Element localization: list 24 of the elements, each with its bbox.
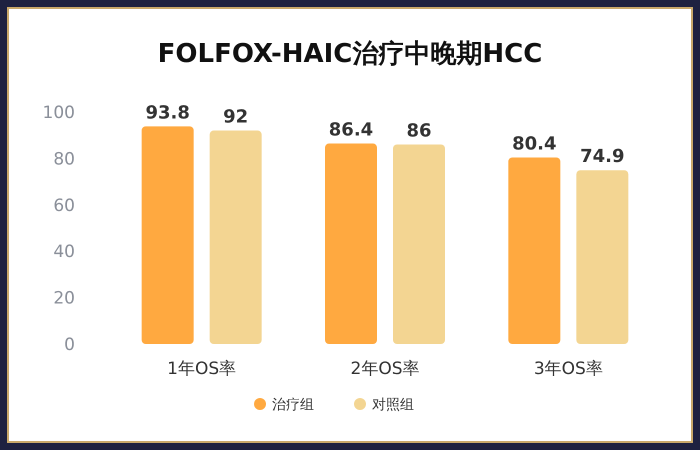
y-tick-label: 60	[53, 196, 75, 216]
bar	[210, 130, 262, 344]
bar	[576, 170, 628, 344]
y-tick-label: 100	[42, 103, 75, 123]
bar	[325, 144, 377, 344]
data-label: 74.9	[580, 146, 625, 168]
legend-label: 对照组	[372, 397, 414, 413]
x-tick-label: 1年OS率	[167, 359, 236, 379]
bar	[508, 157, 560, 344]
y-tick-label: 20	[53, 288, 75, 309]
bar	[393, 144, 445, 344]
chart-title: FOLFOX-HAIC治疗中晚期HCC	[158, 39, 542, 69]
data-label: 93.8	[145, 102, 190, 124]
data-label: 86	[406, 120, 432, 142]
data-label: 80.4	[512, 133, 557, 154]
y-tick-label: 80	[53, 149, 75, 170]
data-label: 86.4	[328, 120, 374, 141]
legend-label: 治疗组	[272, 397, 314, 413]
x-tick-label: 3年OS率	[534, 359, 603, 379]
data-label: 92	[223, 106, 248, 128]
x-tick-label: 2年OS率	[350, 359, 420, 379]
bar	[142, 126, 194, 344]
y-tick-label: 0	[64, 335, 75, 355]
y-tick-label: 40	[53, 242, 75, 262]
